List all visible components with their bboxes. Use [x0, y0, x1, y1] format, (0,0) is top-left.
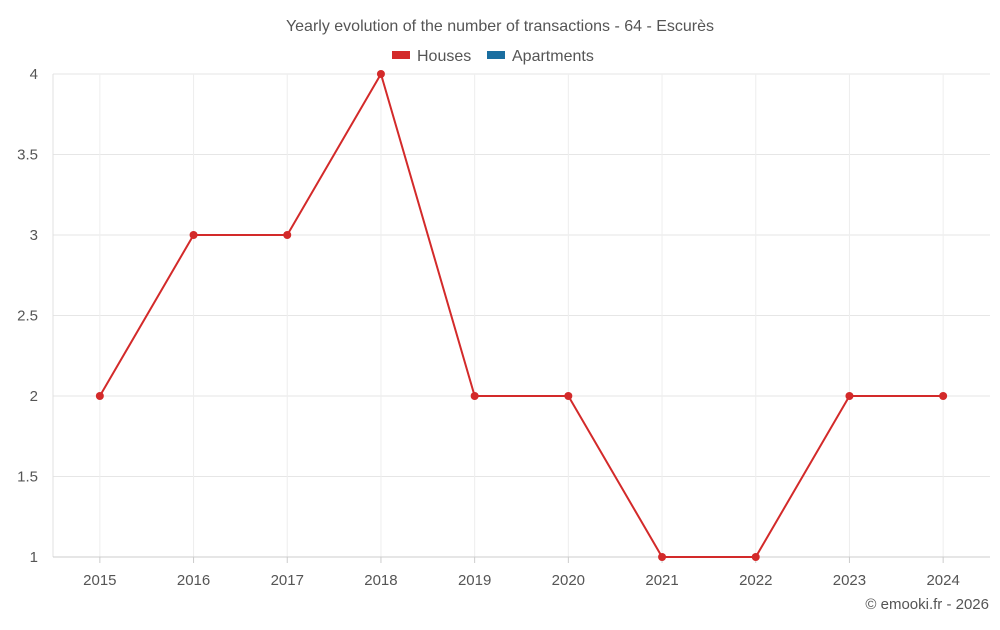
- legend-swatch-houses: [392, 51, 410, 59]
- x-tick-label: 2023: [833, 572, 866, 589]
- legend-label-houses: Houses: [417, 48, 471, 65]
- x-tick-label: 2020: [552, 572, 585, 589]
- data-point-houses[interactable]: [751, 553, 760, 561]
- y-tick-label: 3: [30, 227, 38, 244]
- x-tick-label: 2024: [926, 572, 959, 589]
- data-point-houses[interactable]: [95, 392, 104, 400]
- y-tick-label: 3.5: [17, 147, 38, 164]
- grid: [53, 73, 990, 558]
- legend-item-apartments[interactable]: Apartments: [487, 48, 594, 65]
- legend-item-houses[interactable]: Houses: [392, 48, 471, 65]
- y-tick-label: 1.5: [17, 469, 38, 486]
- axes: 1 1.5 2 2.5 3 3.5 4 2015 2016 2017 2018 2019 2020 202…: [17, 66, 990, 589]
- y-tick-label: 1: [30, 549, 38, 566]
- x-tick-label: 2021: [645, 572, 678, 589]
- series-layer: [95, 70, 948, 561]
- data-point-houses[interactable]: [564, 392, 573, 400]
- data-point-houses[interactable]: [189, 231, 198, 239]
- data-point-houses[interactable]: [283, 231, 292, 239]
- data-point-houses[interactable]: [939, 392, 948, 400]
- x-tick-label: 2017: [271, 572, 304, 589]
- credit-text: © emooki.fr - 2026: [865, 596, 989, 613]
- series-line-houses: [98, 73, 944, 558]
- legend-label-apartments: Apartments: [512, 48, 594, 65]
- x-tick-label: 2015: [83, 572, 116, 589]
- y-tick-label: 4: [30, 66, 38, 83]
- x-tick-label: 2022: [739, 572, 772, 589]
- y-tick-label: 2.5: [17, 308, 38, 325]
- data-point-houses[interactable]: [845, 392, 854, 400]
- legend-swatch-apartments: [487, 51, 505, 59]
- legend[interactable]: Houses Apartments: [392, 48, 594, 65]
- y-tick-label: 2: [30, 388, 38, 405]
- x-tick-label: 2019: [458, 572, 491, 589]
- x-tick-label: 2016: [177, 572, 210, 589]
- data-point-houses[interactable]: [376, 70, 385, 78]
- x-tick-label: 2018: [364, 572, 397, 589]
- chart-title: Yearly evolution of the number of transa…: [286, 18, 714, 35]
- data-point-houses[interactable]: [658, 553, 667, 561]
- data-point-houses[interactable]: [470, 392, 479, 400]
